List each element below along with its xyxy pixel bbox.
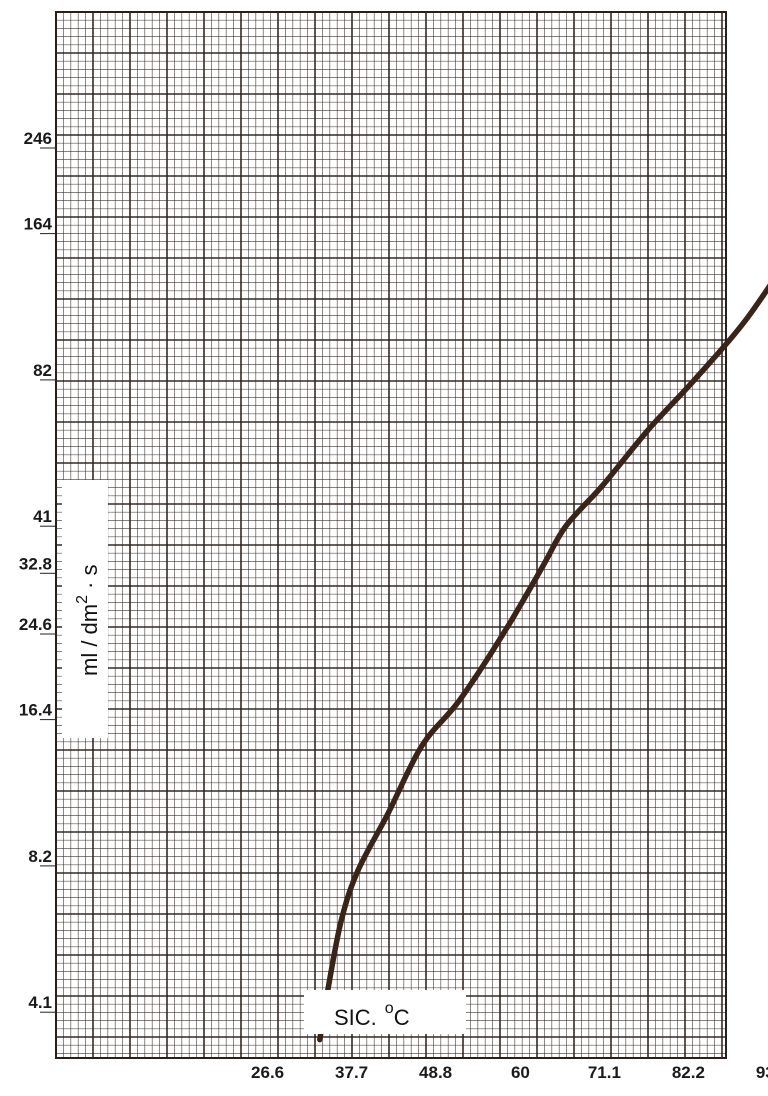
graph-paper-grid bbox=[55, 11, 727, 1059]
x-tick-label: 37.7 bbox=[335, 1063, 368, 1082]
y-axis-label: ml / dm2· s bbox=[74, 565, 102, 676]
x-axis-label-box bbox=[304, 990, 466, 1034]
y-axis-ticks: 4.1 8.2 16.4 24.6 32.8 41 82 164 246 bbox=[19, 129, 56, 1013]
y-tick-label: 24.6 bbox=[19, 615, 52, 634]
y-axis-label-box bbox=[62, 480, 108, 738]
x-tick-label: 82.2 bbox=[672, 1063, 705, 1082]
x-tick-label: 71.1 bbox=[588, 1063, 621, 1082]
y-tick-label: 16.4 bbox=[19, 701, 53, 720]
x-tick-label: 60 bbox=[511, 1063, 530, 1082]
y-tick-label: 41 bbox=[33, 507, 52, 526]
plot-frame bbox=[55, 11, 727, 1059]
y-tick-label: 32.8 bbox=[19, 554, 52, 573]
y-tick-label: 82 bbox=[33, 361, 52, 380]
x-tick-label: 93.3 bbox=[756, 1063, 768, 1082]
x-axis-label-group: SIC. oC bbox=[304, 990, 466, 1034]
y-tick-label: 246 bbox=[24, 129, 52, 148]
x-axis-label: SIC. oC bbox=[334, 1000, 410, 1030]
y-tick-label: 164 bbox=[24, 215, 53, 234]
x-tick-label: 26.6 bbox=[251, 1063, 284, 1082]
curve-layer bbox=[317, 283, 768, 1043]
y-tick-label: 8.2 bbox=[28, 847, 52, 866]
x-tick-label: 48.8 bbox=[419, 1063, 452, 1082]
series-line bbox=[317, 283, 768, 1043]
y-axis-label-group: ml / dm2· s bbox=[62, 480, 108, 738]
y-tick-label: 4.1 bbox=[28, 993, 52, 1012]
